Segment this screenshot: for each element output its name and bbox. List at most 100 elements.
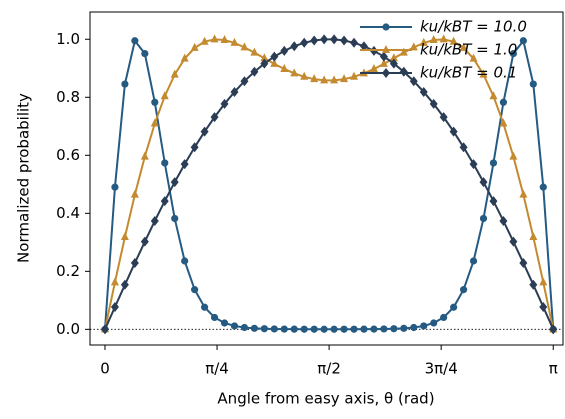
data-point (131, 37, 139, 45)
legend-label: ku/kBT = 1.0 (420, 41, 517, 59)
data-point (340, 74, 349, 83)
data-point (120, 232, 129, 241)
data-point (439, 34, 448, 43)
data-point (469, 257, 478, 265)
data-point (509, 236, 518, 247)
y-tick-label: 0.2 (56, 262, 80, 280)
data-point (489, 196, 498, 207)
data-point (479, 69, 488, 78)
data-point (111, 183, 119, 191)
data-point (300, 325, 308, 333)
data-point (449, 36, 458, 45)
y-tick-label: 0.6 (56, 146, 80, 164)
data-point (280, 63, 289, 72)
data-point (230, 322, 239, 330)
data-point (479, 214, 488, 223)
data-point (499, 98, 508, 106)
data-point (110, 301, 119, 312)
data-point (130, 257, 139, 268)
data-point (519, 257, 528, 268)
data-point (191, 286, 199, 294)
data-point (310, 325, 318, 333)
data-point (350, 325, 358, 333)
data-point (499, 118, 508, 127)
data-point (110, 277, 119, 286)
data-point (170, 177, 179, 188)
data-point (379, 58, 388, 67)
data-point (429, 35, 438, 44)
data-point (130, 189, 139, 198)
data-point (449, 126, 458, 137)
data-point (121, 80, 129, 88)
data-point (250, 66, 259, 77)
data-point (220, 98, 229, 109)
data-point (330, 325, 338, 333)
data-point (240, 76, 249, 87)
data-point (200, 36, 209, 45)
data-point (459, 42, 468, 51)
y-tick-label: 0.0 (56, 320, 80, 338)
data-point (160, 196, 169, 207)
data-point (399, 47, 408, 56)
data-point (141, 49, 149, 58)
y-tick-label: 0.8 (56, 88, 80, 106)
data-point (140, 236, 149, 247)
data-point (200, 303, 209, 311)
data-point (340, 35, 349, 46)
data-point (290, 325, 298, 333)
data-point (151, 98, 159, 106)
data-point (320, 34, 329, 45)
data-point (409, 76, 418, 87)
data-point (240, 42, 249, 51)
data-point (430, 319, 438, 327)
data-point (529, 279, 538, 290)
data-point (549, 324, 558, 335)
data-point (300, 37, 309, 48)
data-point (409, 42, 418, 51)
data-point (250, 47, 259, 56)
data-point (539, 301, 548, 312)
data-point (260, 53, 269, 62)
data-point (420, 322, 428, 330)
data-point (489, 159, 498, 167)
data-point (529, 80, 537, 88)
legend-marker (382, 68, 390, 78)
data-point (340, 325, 348, 333)
data-point (270, 58, 279, 67)
data-point (509, 151, 518, 160)
y-axis-label: Normalized probability (15, 93, 33, 263)
legend-marker (382, 23, 390, 31)
legend-marker (382, 45, 390, 53)
data-point (220, 35, 229, 44)
data-point (439, 112, 448, 123)
data-point (499, 215, 508, 226)
data-point (330, 75, 339, 84)
data-point (539, 277, 548, 286)
data-point (310, 35, 319, 46)
data-point (250, 324, 259, 332)
data-point (509, 49, 517, 58)
data-point (200, 126, 209, 137)
data-point (469, 53, 478, 62)
data-point (450, 303, 458, 311)
data-point (300, 71, 309, 80)
data-point (400, 324, 408, 332)
data-point (459, 286, 468, 294)
legend-label: ku/kBT = 0.1 (420, 64, 517, 82)
data-point (280, 325, 288, 333)
data-point (210, 313, 219, 322)
data-point (210, 34, 219, 43)
data-point (429, 98, 438, 109)
x-tick-label: π/4 (205, 360, 229, 378)
data-point (389, 58, 398, 69)
data-point (410, 323, 418, 332)
data-point (280, 45, 289, 56)
data-point (210, 112, 219, 123)
data-point (360, 325, 368, 333)
data-point (539, 183, 547, 191)
data-point (290, 41, 299, 52)
data-point (519, 37, 527, 45)
data-point (320, 325, 328, 333)
